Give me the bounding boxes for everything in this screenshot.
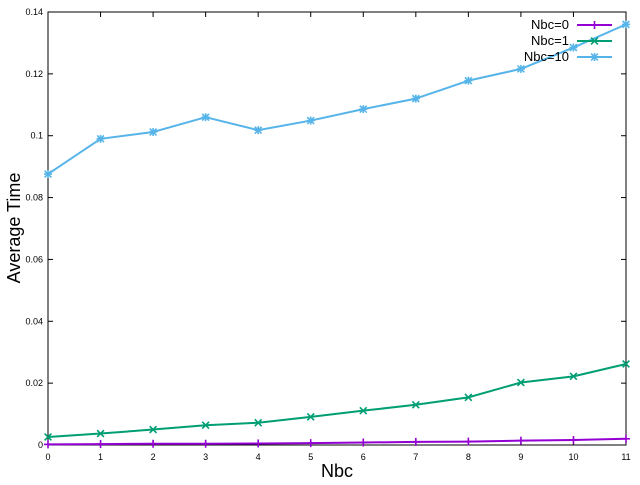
data-point bbox=[44, 440, 52, 449]
data-point bbox=[569, 372, 578, 381]
y-tick-label: 0.02 bbox=[25, 378, 43, 388]
data-point bbox=[359, 105, 368, 114]
x-tick-label: 9 bbox=[518, 452, 523, 462]
data-point bbox=[254, 418, 263, 427]
y-tick-label: 0.06 bbox=[25, 254, 43, 264]
x-tick-label: 11 bbox=[621, 452, 630, 462]
legend-marker bbox=[590, 53, 599, 61]
y-tick-label: 0.1 bbox=[30, 131, 43, 141]
y-axis-title: Average Time bbox=[4, 173, 24, 284]
series-nbc-0 bbox=[44, 434, 630, 449]
series-nbc-10 bbox=[44, 20, 630, 179]
data-point bbox=[44, 432, 52, 441]
x-tick-label: 2 bbox=[151, 452, 156, 462]
x-tick-label: 4 bbox=[256, 452, 261, 462]
data-point bbox=[96, 134, 105, 143]
data-point bbox=[411, 437, 420, 446]
data-point bbox=[569, 436, 578, 445]
data-point bbox=[622, 360, 630, 368]
data-point bbox=[516, 436, 525, 445]
data-point bbox=[96, 440, 105, 449]
data-point bbox=[201, 439, 210, 448]
x-axis: 0 1 2 3 4 5 6 7 8 9 10 11 bbox=[45, 12, 631, 462]
x-tick-label: 8 bbox=[466, 452, 471, 462]
data-point bbox=[306, 412, 315, 421]
legend-entry: Nbc=10 bbox=[524, 49, 612, 64]
data-point bbox=[464, 393, 473, 402]
y-axis: 0 0.02 0.04 0.06 0.08 0.1 0.12 0.14 bbox=[25, 7, 626, 450]
legend-marker bbox=[590, 21, 599, 29]
x-tick-label: 0 bbox=[45, 452, 50, 462]
y-tick-label: 0.12 bbox=[25, 69, 43, 79]
y-tick-label: 0.14 bbox=[25, 7, 43, 17]
series-line bbox=[47, 23, 627, 175]
legend-entry: Nbc=0 bbox=[531, 17, 612, 32]
data-point bbox=[464, 76, 473, 85]
data-point bbox=[359, 438, 368, 447]
data-point bbox=[411, 94, 420, 103]
data-point bbox=[254, 439, 263, 448]
legend-label: Nbc=1 bbox=[531, 33, 569, 48]
data-point bbox=[44, 170, 52, 179]
data-point bbox=[149, 425, 158, 434]
data-point bbox=[359, 406, 368, 415]
data-point bbox=[306, 116, 315, 125]
x-tick-label: 5 bbox=[308, 452, 313, 462]
legend-label: Nbc=0 bbox=[531, 17, 569, 32]
data-point bbox=[622, 434, 630, 443]
series-line bbox=[47, 362, 627, 438]
data-point bbox=[149, 439, 158, 448]
data-point bbox=[306, 439, 315, 448]
data-point bbox=[149, 128, 158, 137]
x-tick-label: 1 bbox=[98, 452, 103, 462]
legend-marker bbox=[590, 37, 599, 45]
data-point bbox=[411, 400, 420, 409]
series-layer bbox=[44, 20, 630, 449]
data-point bbox=[464, 437, 473, 446]
data-point bbox=[201, 421, 210, 430]
x-tick-label: 6 bbox=[361, 452, 366, 462]
data-point bbox=[201, 113, 210, 122]
data-point bbox=[254, 126, 263, 135]
x-tick-label: 7 bbox=[413, 452, 418, 462]
y-tick-label: 0.08 bbox=[25, 193, 43, 203]
x-axis-title: Nbc bbox=[321, 461, 353, 480]
x-tick-label: 10 bbox=[568, 452, 578, 462]
series-line bbox=[47, 437, 627, 446]
data-point bbox=[516, 378, 525, 387]
data-point bbox=[569, 43, 578, 52]
series-nbc-1 bbox=[44, 360, 630, 441]
data-point bbox=[96, 429, 105, 438]
data-point bbox=[622, 20, 630, 29]
legend-label: Nbc=10 bbox=[524, 49, 569, 64]
plot-frame bbox=[47, 11, 627, 446]
legend-entry: Nbc=1 bbox=[531, 33, 612, 48]
x-tick-label: 3 bbox=[203, 452, 208, 462]
y-tick-label: 0.04 bbox=[25, 316, 43, 326]
data-point bbox=[516, 64, 525, 73]
y-tick-label: 0 bbox=[38, 440, 43, 450]
